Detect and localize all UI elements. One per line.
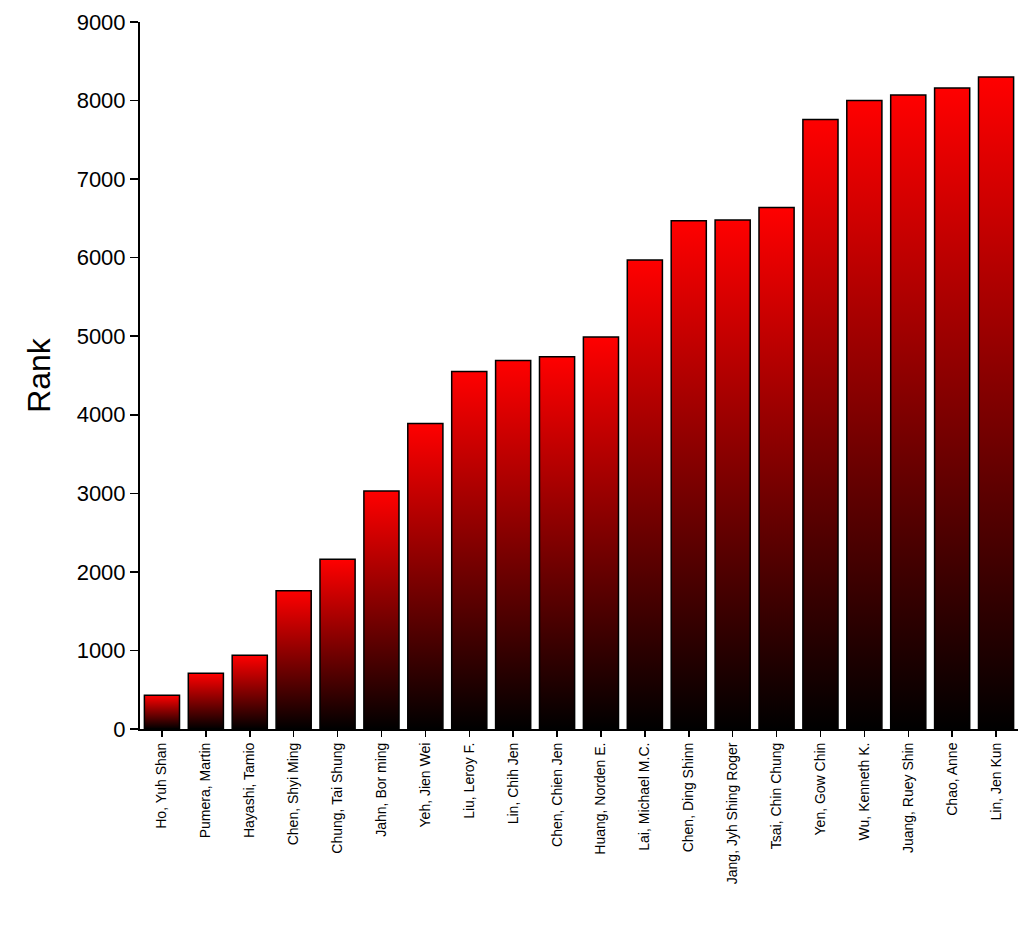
svg-text:Juang, Ruey Shin: Juang, Ruey Shin [900,743,916,854]
svg-text:Jang, Jyh Shing Roger: Jang, Jyh Shing Roger [724,742,740,884]
svg-text:Chao, Anne: Chao, Anne [944,742,960,815]
svg-text:3000: 3000 [77,481,126,506]
svg-text:8000: 8000 [77,88,126,113]
svg-text:Chung, Tai Shung: Chung, Tai Shung [329,743,345,854]
svg-text:Lai, Michael M.C.: Lai, Michael M.C. [636,743,652,851]
svg-text:Hayashi, Tamio: Hayashi, Tamio [241,742,257,838]
svg-text:0: 0 [113,717,125,742]
svg-text:6000: 6000 [77,245,126,270]
svg-text:Rank: Rank [21,337,57,413]
svg-text:5000: 5000 [77,324,126,349]
svg-text:Lin, Jen Kun: Lin, Jen Kun [988,743,1004,821]
svg-text:Wu, Kenneth K.: Wu, Kenneth K. [856,743,872,841]
svg-text:Yen, Gow Chin: Yen, Gow Chin [812,743,828,836]
svg-text:Jahn, Bor ming: Jahn, Bor ming [373,743,389,837]
svg-text:1000: 1000 [77,638,126,663]
svg-text:Yeh, Jien Wei: Yeh, Jien Wei [417,743,433,828]
svg-text:Ho, Yuh Shan: Ho, Yuh Shan [154,743,170,829]
svg-text:7000: 7000 [77,167,126,192]
svg-text:Chen, Chien Jen: Chen, Chien Jen [549,743,565,847]
svg-text:Chen, Shyi Ming: Chen, Shyi Ming [285,743,301,846]
svg-text:2000: 2000 [77,560,126,585]
svg-text:Chen, Ding Shinn: Chen, Ding Shinn [680,743,696,853]
svg-text:Pumera, Martin: Pumera, Martin [197,743,213,839]
svg-text:Liu, Leroy F.: Liu, Leroy F. [461,743,477,819]
svg-text:Tsai, Chin Chung: Tsai, Chin Chung [768,743,784,850]
svg-text:Huang, Norden E.: Huang, Norden E. [593,743,609,855]
svg-text:Lin, Chih Jen: Lin, Chih Jen [505,743,521,825]
svg-text:9000: 9000 [77,10,126,35]
svg-text:4000: 4000 [77,402,126,427]
